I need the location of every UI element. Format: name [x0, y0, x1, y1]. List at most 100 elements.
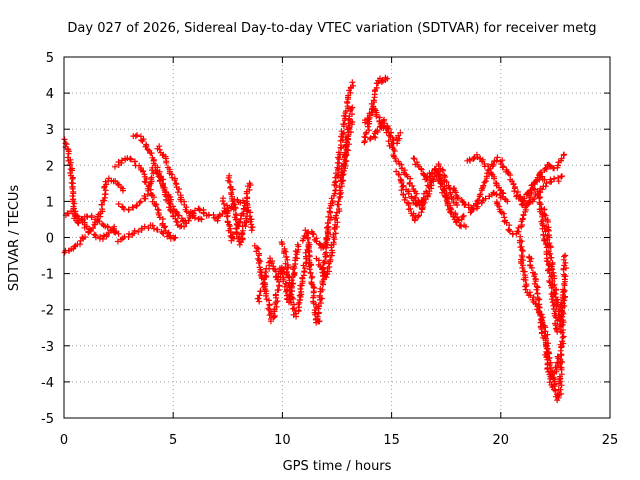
data-point	[65, 150, 72, 157]
data-point	[462, 223, 469, 230]
data-point	[230, 200, 237, 207]
data-point	[552, 322, 559, 329]
data-point	[370, 97, 377, 104]
data-point	[190, 210, 197, 217]
data-point	[385, 129, 392, 136]
data-point	[303, 230, 310, 237]
data-point	[546, 262, 553, 269]
data-point	[156, 214, 163, 221]
data-point	[256, 292, 263, 299]
data-point	[349, 79, 356, 86]
data-point	[181, 223, 188, 230]
data-point	[134, 132, 140, 139]
data-point	[519, 222, 525, 228]
data-point	[555, 174, 562, 181]
data-point	[391, 148, 398, 154]
data-point	[319, 269, 326, 276]
data-point	[178, 223, 185, 229]
data-point	[527, 187, 534, 194]
data-point	[233, 225, 240, 232]
data-point	[366, 127, 372, 134]
data-point	[504, 198, 511, 205]
data-point	[460, 212, 467, 219]
data-point	[284, 256, 291, 263]
data-point	[267, 318, 274, 325]
data-point	[535, 307, 542, 314]
data-point	[538, 330, 545, 337]
data-point	[497, 194, 504, 201]
data-point	[505, 226, 512, 233]
data-point	[548, 296, 555, 303]
data-point	[558, 155, 565, 162]
data-point	[349, 111, 355, 118]
axis-ticks: 0 5 10 15 20 25 -5 -4 -3 -2 -1 0 1 2 3 4 5	[41, 51, 618, 448]
data-point	[516, 193, 523, 200]
data-point	[519, 215, 526, 222]
data-point	[555, 360, 562, 367]
data-point	[294, 241, 301, 248]
data-point	[522, 277, 529, 283]
data-point	[540, 231, 547, 238]
data-point	[515, 224, 522, 231]
data-point	[332, 212, 339, 219]
data-point	[332, 216, 338, 223]
data-point	[537, 194, 544, 201]
data-point	[145, 183, 152, 190]
data-point	[156, 178, 163, 185]
data-point	[477, 191, 484, 198]
data-point	[435, 161, 442, 168]
data-point	[334, 219, 341, 226]
data-point	[418, 166, 425, 173]
data-point	[467, 157, 473, 164]
data-point	[191, 214, 198, 221]
x-tick-label: 10	[274, 433, 291, 448]
data-point	[511, 188, 518, 195]
data-point	[149, 222, 156, 229]
y-tick-label: 2	[46, 159, 54, 174]
data-point	[338, 178, 345, 185]
data-point	[497, 192, 503, 199]
data-point	[237, 218, 243, 225]
data-point	[313, 238, 320, 245]
data-point	[229, 186, 236, 193]
data-point	[141, 193, 148, 199]
data-point	[105, 224, 111, 231]
data-point	[518, 247, 525, 253]
data-point	[254, 244, 260, 251]
data-point	[289, 281, 296, 287]
data-point	[115, 201, 122, 207]
data-point	[112, 163, 118, 170]
data-point	[552, 393, 559, 400]
data-point	[536, 311, 543, 318]
data-point	[555, 386, 562, 393]
data-point	[543, 166, 550, 172]
data-point	[161, 224, 168, 231]
data-point	[162, 223, 168, 230]
data-point	[531, 186, 538, 193]
data-point	[317, 300, 324, 306]
data-point	[148, 174, 155, 181]
data-point	[246, 186, 253, 193]
data-point	[554, 353, 561, 360]
data-point	[559, 292, 566, 298]
data-point	[397, 129, 404, 136]
data-point	[151, 225, 157, 232]
data-point	[482, 178, 489, 185]
data-point	[210, 211, 217, 218]
data-point	[176, 186, 182, 192]
data-point	[236, 241, 243, 248]
data-point	[550, 374, 557, 381]
data-point	[231, 201, 238, 208]
data-point	[413, 190, 420, 197]
data-point	[214, 217, 221, 224]
y-tick-label: 5	[46, 51, 54, 66]
data-point	[494, 154, 501, 161]
data-point	[409, 182, 416, 189]
y-tick-label: 1	[46, 195, 54, 210]
data-point	[171, 177, 178, 184]
data-point	[216, 211, 223, 218]
data-point	[198, 216, 205, 223]
y-tick-label: 4	[46, 87, 54, 102]
data-point	[533, 178, 539, 185]
y-tick-label: -3	[41, 340, 54, 355]
